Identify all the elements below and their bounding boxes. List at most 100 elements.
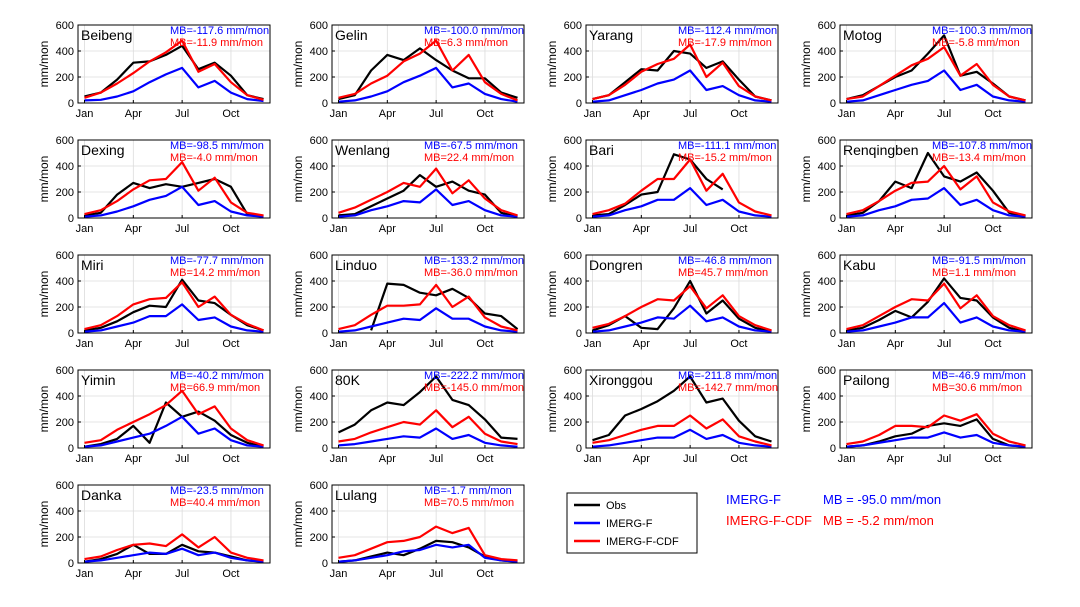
x-tick-label: Apr xyxy=(379,108,396,120)
axes-frame xyxy=(585,139,779,219)
x-tick-label: Jul xyxy=(937,108,951,120)
series-line-imerg-f-cdf xyxy=(338,525,518,562)
y-tick-label: 200 xyxy=(564,187,582,199)
y-tick-label: 600 xyxy=(310,135,328,147)
series-line-obs xyxy=(370,282,519,331)
mb-imerg-f: MB=-222.2 mm/mon xyxy=(424,370,524,382)
station-title: Xironggou xyxy=(589,372,653,388)
station-title: Miri xyxy=(81,257,104,273)
y-tick-label: 600 xyxy=(310,250,328,262)
panels-group: 0 200 400 600 Jan Apr Jul Oct mm/mon Beibeng MB=-1… xyxy=(37,20,1033,580)
y-tick-label: 200 xyxy=(56,417,74,429)
y-tick-label: 0 xyxy=(830,443,836,455)
series-line-imerg-f-cdf xyxy=(84,39,264,101)
mb-imerg-f-cdf: MB=-36.0 mm/mon xyxy=(424,267,518,279)
series-line-obs xyxy=(846,277,1026,333)
series-line-imerg-f xyxy=(338,188,518,218)
mb-imerg-f: MB=-100.3 mm/mon xyxy=(932,25,1032,37)
series-line-imerg-f-cdf xyxy=(84,533,264,562)
y-tick-label: 600 xyxy=(564,365,582,377)
panel-pailong: 0 200 400 600 Jan Apr Jul Oct mm/mon Pailong MB=-4… xyxy=(799,365,1033,465)
series-line-imerg-f xyxy=(592,69,772,103)
x-tick-label: Jan xyxy=(584,453,602,465)
y-tick-label: 200 xyxy=(564,417,582,429)
y-axis-label: mm/mon xyxy=(37,41,51,88)
x-tick-label: Jul xyxy=(683,223,697,235)
x-tick-label: Oct xyxy=(730,223,747,235)
mb-imerg-f: MB=-46.9 mm/mon xyxy=(932,370,1026,382)
mb-imerg-f: MB=-77.7 mm/mon xyxy=(170,255,264,267)
mb-imerg-f: MB=-100.0 mm/mon xyxy=(424,25,524,37)
y-tick-label: 200 xyxy=(56,187,74,199)
x-tick-label: Jul xyxy=(429,338,443,350)
x-tick-label: Jul xyxy=(175,568,189,580)
series-line-imerg-f xyxy=(338,543,518,563)
x-tick-label: Apr xyxy=(379,338,396,350)
y-axis-label: mm/mon xyxy=(545,386,559,433)
plot-area xyxy=(78,25,270,103)
series-line-imerg-f-cdf xyxy=(846,282,1026,332)
y-tick-label: 0 xyxy=(576,328,582,340)
y-tick-label: 400 xyxy=(564,46,582,58)
axes-frame xyxy=(77,24,271,104)
y-tick-label: 200 xyxy=(564,72,582,84)
mb-imerg-f-cdf: MB=-13.4 mm/mon xyxy=(932,152,1026,164)
mb-imerg-f-cdf: MB=22.4 mm/mon xyxy=(424,152,514,164)
mb-imerg-f: MB=-67.5 mm/mon xyxy=(424,140,518,152)
y-tick-label: 200 xyxy=(818,72,836,84)
y-tick-label: 600 xyxy=(56,20,74,32)
series-line-obs xyxy=(592,375,772,443)
panel-renqingben: 0 200 400 600 Jan Apr Jul Oct mm/mon Renqingben MB… xyxy=(799,135,1033,235)
y-tick-label: 200 xyxy=(56,302,74,314)
series-line-imerg-f xyxy=(84,547,264,563)
series-line-imerg-f xyxy=(84,66,264,103)
y-tick-label: 600 xyxy=(564,250,582,262)
mb-imerg-f-cdf: MB=-11.9 mm/mon xyxy=(170,37,263,49)
plot-area xyxy=(332,25,524,103)
series-line-imerg-f-cdf xyxy=(592,285,772,332)
panel-beibeng: 0 200 400 600 Jan Apr Jul Oct mm/mon Beibeng MB=-1… xyxy=(37,20,271,120)
mb-imerg-f: MB=-1.7 mm/mon xyxy=(424,485,512,497)
x-tick-label: Apr xyxy=(125,223,142,235)
mb-imerg-f-cdf: MB=1.1 mm/mon xyxy=(932,267,1016,279)
plot-area xyxy=(586,140,778,218)
y-tick-label: 200 xyxy=(818,417,836,429)
x-tick-label: Jul xyxy=(175,338,189,350)
x-tick-label: Jul xyxy=(429,223,443,235)
x-tick-label: Oct xyxy=(984,338,1001,350)
x-tick-label: Jan xyxy=(76,568,94,580)
summary-mb-imerg-f: MB = -95.0 mm/mon xyxy=(823,492,941,507)
y-tick-label: 200 xyxy=(564,302,582,314)
y-tick-label: 400 xyxy=(564,391,582,403)
y-tick-label: 600 xyxy=(564,20,582,32)
mb-imerg-f-cdf: MB=30.6 mm/mon xyxy=(932,382,1022,394)
series-line-obs xyxy=(592,153,724,217)
x-tick-label: Jul xyxy=(683,108,697,120)
x-tick-label: Apr xyxy=(887,108,904,120)
x-tick-label: Apr xyxy=(125,568,142,580)
y-axis-label: mm/mon xyxy=(291,271,305,318)
axes-frame xyxy=(331,369,525,449)
x-tick-label: Apr xyxy=(379,568,396,580)
mb-imerg-f: MB=-91.5 mm/mon xyxy=(932,255,1026,267)
mb-imerg-f-cdf: MB=-145.0 mm/mon xyxy=(424,382,524,394)
y-tick-label: 600 xyxy=(818,365,836,377)
x-tick-label: Oct xyxy=(476,223,493,235)
series-line-imerg-f-cdf xyxy=(338,283,518,332)
legend-label-obs: Obs xyxy=(606,500,627,512)
station-title: Beibeng xyxy=(81,27,132,43)
series-line-imerg-f-cdf xyxy=(592,414,772,447)
x-tick-label: Jan xyxy=(838,108,856,120)
y-tick-label: 400 xyxy=(310,46,328,58)
y-tick-label: 0 xyxy=(68,328,74,340)
x-tick-label: Jan xyxy=(330,338,348,350)
axes-frame xyxy=(77,139,271,219)
summary-label-imerg-f: IMERG-F xyxy=(726,492,781,507)
mb-imerg-f-cdf: MB=-142.7 mm/mon xyxy=(678,382,778,394)
x-tick-label: Oct xyxy=(730,453,747,465)
mb-imerg-f-cdf: MB=-17.9 mm/mon xyxy=(678,37,772,49)
series-line-imerg-f xyxy=(846,69,1026,103)
station-title: Gelin xyxy=(335,27,368,43)
x-tick-label: Jan xyxy=(330,453,348,465)
